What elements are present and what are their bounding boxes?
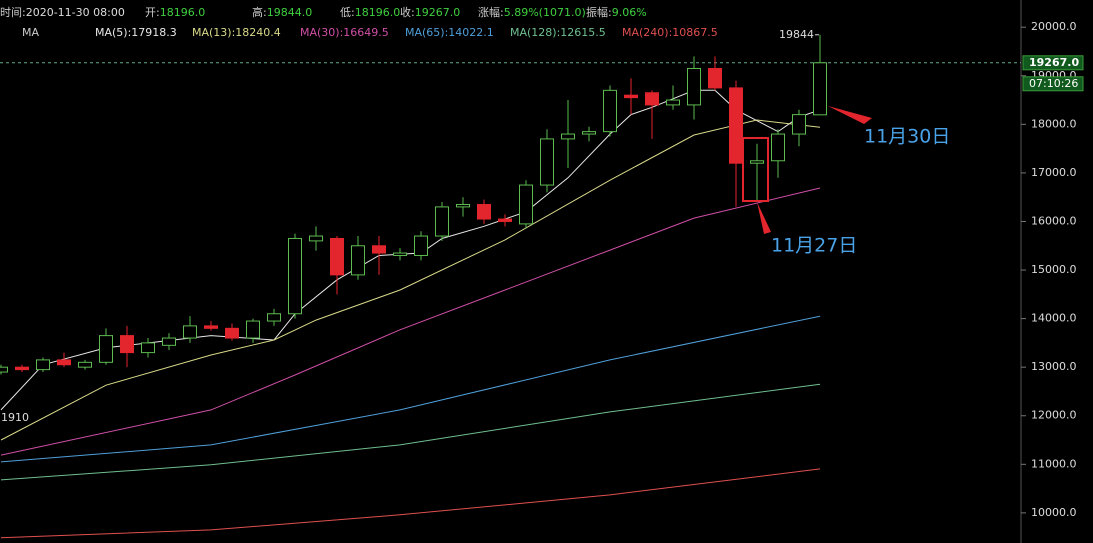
header-item: 高:19844.0 [252, 5, 312, 19]
candle-body [141, 342, 155, 354]
y-tick-label: 14000.0 [1031, 312, 1077, 325]
header-label: 振幅: [586, 5, 612, 19]
header-value: 5.89%(1071.0) [504, 6, 586, 19]
candle-body [267, 313, 281, 322]
y-tick-label: 16000.0 [1031, 214, 1077, 227]
header-item: 时间:2020-11-30 08:00 [0, 6, 125, 19]
y-tick-label: 11000.0 [1031, 457, 1077, 470]
arrow [828, 106, 872, 124]
ma-legend: MA(13):18240.4 [192, 26, 281, 39]
y-tick-label: 10000.0 [1031, 506, 1077, 519]
candle-body [57, 359, 71, 366]
candle-body [330, 237, 344, 276]
annotation: 11月27日 [771, 235, 857, 257]
candle-body [477, 203, 491, 220]
candle-body [78, 361, 92, 368]
candle-body [372, 245, 386, 254]
countdown-label: 07:10:26 [1029, 77, 1078, 90]
ma-legend: MA(128):12615.5 [510, 26, 606, 39]
last-price-tag [1022, 55, 1084, 71]
candle-body [540, 138, 554, 186]
header-item: 开:18196.0 [145, 6, 205, 19]
ma-line [0, 119, 821, 441]
ma-legend: MA(30):16649.5 [300, 26, 389, 39]
candle-body [183, 325, 197, 339]
header-item: 低:18196.0 [340, 6, 400, 19]
candle-body [435, 206, 449, 237]
y-tick-label: 20000.0 [1031, 20, 1077, 33]
header-item: 振幅:9.06% [586, 5, 647, 19]
ma-legend: MA(240):10867.5 [622, 26, 718, 39]
max-value: 19844 [779, 28, 814, 41]
candle-body [309, 235, 323, 242]
last-price-label: 19267.0 [1029, 56, 1079, 69]
candle-body [15, 366, 29, 371]
candle-body [666, 99, 680, 106]
candle-body [414, 235, 428, 256]
candle-body [729, 87, 743, 164]
header-value: 19844.0 [267, 6, 313, 19]
countdown-tag [1022, 76, 1084, 92]
candle-body [519, 184, 533, 225]
candle-body [456, 203, 470, 208]
candle-body [204, 325, 218, 329]
candle-body [561, 133, 575, 140]
ma-legend: MA(5):17918.3 [95, 26, 177, 39]
candle-body [792, 114, 806, 135]
candle-body [225, 327, 239, 339]
candle-body [582, 131, 596, 135]
max-label: 19844 [779, 28, 814, 41]
header-value: 9.06% [612, 6, 647, 19]
ma-title: MA [22, 26, 39, 39]
candle-body [498, 218, 512, 222]
candle-body [246, 320, 260, 339]
header-item: 收:19267.0 [400, 5, 460, 19]
candle-body [645, 92, 659, 106]
candle-body [813, 62, 827, 116]
annotation: 11月30日 [864, 126, 950, 148]
y-tick-label: 13000.0 [1031, 360, 1077, 373]
candle-body [99, 335, 113, 363]
header-label: 低: [340, 6, 355, 19]
header-label: 开: [145, 6, 160, 19]
candle-body [708, 67, 722, 89]
min-label: 1910 [1, 411, 29, 424]
y-tick-label: 18000.0 [1031, 117, 1077, 130]
header-value: 18196.0 [160, 6, 206, 19]
arrow [757, 202, 771, 234]
candle-body [36, 359, 50, 371]
header-label: 高: [252, 5, 267, 19]
candle-body [351, 245, 365, 276]
header-label: 涨幅: [478, 6, 504, 19]
candle-body [750, 160, 764, 164]
candle-body [393, 252, 407, 256]
ma-line [0, 187, 821, 456]
header-item: 涨幅:5.89%(1071.0) [478, 6, 586, 19]
candle-body [771, 133, 785, 162]
header-value: 2020-11-30 08:00 [26, 6, 125, 19]
ma-line [0, 383, 821, 481]
ma-line [0, 468, 821, 539]
header-label: 收: [400, 5, 415, 19]
y-tick-label: 12000.0 [1031, 409, 1077, 422]
candle-body [288, 237, 302, 315]
candle-body [120, 335, 134, 354]
candle-body [162, 337, 176, 346]
candle-body [0, 366, 8, 373]
header-label: 时间: [0, 6, 26, 19]
ma-legend: MA(65):14022.1 [405, 26, 494, 39]
y-tick-label: 15000.0 [1031, 263, 1077, 276]
ma-line [0, 315, 821, 463]
candle-body [624, 94, 638, 99]
plot-layer: 10000.0 11000.0 12000.0 13000.0 14000.0 15000… [0, 20, 1077, 539]
candle-body [687, 67, 701, 106]
highlight-box [742, 137, 769, 202]
header-value: 19267.0 [415, 6, 461, 19]
candle-body [603, 89, 617, 133]
y-tick-label: 17000.0 [1031, 166, 1077, 179]
header-value: 18196.0 [355, 6, 401, 19]
